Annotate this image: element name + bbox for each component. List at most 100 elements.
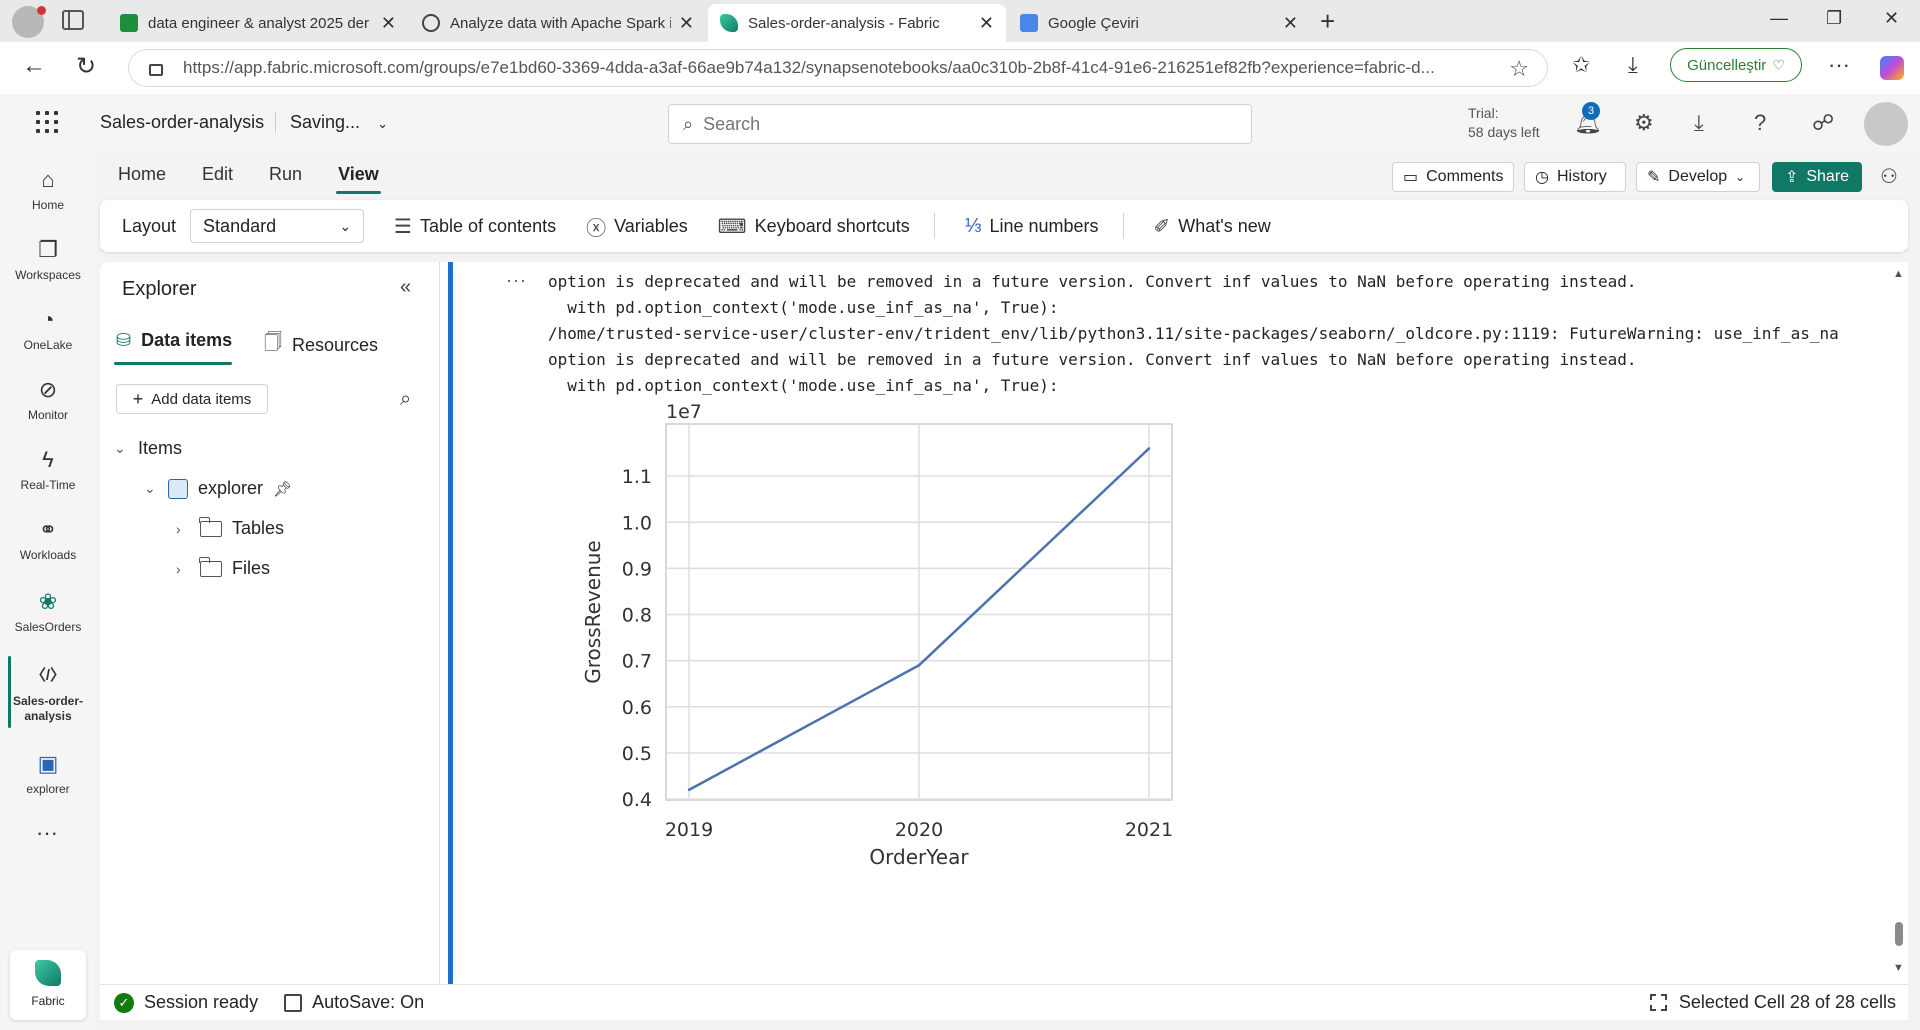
develop-button[interactable]: ✎ Develop ⌄ <box>1636 162 1760 192</box>
profile-icon[interactable] <box>12 6 46 38</box>
rail-item-monitor[interactable]: ⊘ Monitor <box>0 376 96 422</box>
copilot-icon[interactable] <box>1880 56 1904 80</box>
table-of-contents-button[interactable]: ☰ Table of contents <box>394 214 556 239</box>
tab-edit[interactable]: Edit <box>202 164 234 184</box>
ribbon: Home Edit Run View ▭ Comments ◷ History … <box>100 154 1908 252</box>
search-box[interactable]: ⌕ <box>668 104 1252 144</box>
scroll-down-icon[interactable]: ▼ <box>1893 962 1904 974</box>
lock-icon[interactable] <box>149 64 163 76</box>
scroll-up-icon[interactable]: ▲ <box>1893 268 1904 280</box>
scroll-thumb[interactable] <box>1895 922 1903 946</box>
x-axis-label: OrderYear <box>869 845 969 869</box>
tab-data-items[interactable]: ⛁ Data items <box>116 330 232 351</box>
keyboard-shortcuts-button[interactable]: ⌨ Keyboard shortcuts <box>718 214 910 239</box>
tab-home[interactable]: Home <box>118 164 167 184</box>
more-icon[interactable]: ··· <box>36 820 58 845</box>
browser-tab-spark[interactable]: Analyze data with Apache Spark in ✕ <box>410 4 706 42</box>
comments-button[interactable]: ▭ Comments <box>1392 162 1514 192</box>
avatar[interactable] <box>1864 102 1908 146</box>
close-icon[interactable]: ✕ <box>380 12 396 33</box>
trial-info: Trial: 58 days left <box>1468 104 1540 142</box>
pin-icon[interactable]: 📌︎ <box>273 480 293 498</box>
close-icon[interactable]: ✕ <box>978 12 994 33</box>
restore-icon[interactable]: ❐ <box>1826 8 1843 28</box>
notification-badge: 3 <box>1582 102 1600 120</box>
data-point <box>687 788 691 792</box>
history-button[interactable]: ◷ History <box>1524 162 1626 192</box>
minimize-icon[interactable]: — <box>1770 8 1788 28</box>
browser-menu-icon[interactable]: ··· <box>1828 52 1850 77</box>
close-icon[interactable]: ✕ <box>678 12 694 33</box>
chevron-down-icon: ⌄ <box>339 217 352 234</box>
update-button[interactable]: Güncelleştir ♡ <box>1670 48 1802 82</box>
autosave-status[interactable]: AutoSave: On <box>312 992 425 1012</box>
variables-button[interactable]: ⓧ Variables <box>586 212 688 241</box>
tab-resources[interactable]: 🗍︎ Resources <box>264 330 378 360</box>
search-input[interactable] <box>703 113 1204 135</box>
rail-item-real-time[interactable]: ϟ Real-Time <box>0 446 96 492</box>
rail-item-workloads[interactable]: ⚭ Workloads <box>0 516 96 562</box>
rail-item-home[interactable]: ⌂ Home <box>0 166 96 212</box>
collapse-pane-icon[interactable]: « <box>400 276 412 298</box>
notebook-name[interactable]: Sales-order-analysis <box>100 112 265 132</box>
favorites-icon[interactable]: ✩ <box>1572 52 1591 77</box>
save-status[interactable]: Saving... ⌄ <box>275 112 388 133</box>
tab-view[interactable]: View <box>320 154 397 196</box>
comment-icon: ▭ <box>1403 169 1419 186</box>
close-window-icon[interactable]: ✕ <box>1884 8 1900 28</box>
tab-title: Analyze data with Apache Spark in <box>450 14 671 32</box>
output-line: option is deprecated and will be removed… <box>548 350 1637 369</box>
rail-label: Home <box>31 198 64 212</box>
app-launcher-icon[interactable] <box>36 111 58 133</box>
url-bar[interactable]: https://app.fabric.microsoft.com/groups/… <box>128 49 1548 87</box>
fabric-switcher[interactable]: Fabric <box>10 950 86 1020</box>
list-icon: ☰ <box>394 215 412 238</box>
download-icon[interactable]: ⤓ <box>1694 110 1704 135</box>
tree-item-tables[interactable]: › Tables <box>176 516 284 539</box>
collaborate-icon[interactable]: ⚇ <box>1880 166 1898 188</box>
rail-item-salesorders[interactable]: ❀ SalesOrders <box>0 588 96 634</box>
history-icon: ◷ <box>1535 169 1549 186</box>
plus-icon: + <box>132 388 144 409</box>
tab-run[interactable]: Run <box>269 164 303 184</box>
close-icon[interactable]: ✕ <box>1282 12 1298 33</box>
workloads-icon: ⚭ <box>38 517 58 542</box>
workspaces-tab-icon[interactable] <box>62 10 84 30</box>
real-time-icon: ϟ <box>42 447 54 472</box>
help-icon[interactable]: ? <box>1754 110 1767 135</box>
new-tab-icon[interactable]: + <box>1320 6 1336 36</box>
feedback-icon[interactable]: ☍ <box>1812 110 1835 135</box>
tree-item-files[interactable]: › Files <box>176 556 270 579</box>
search-icon[interactable]: ⌕ <box>400 388 412 410</box>
browser-tab-translate[interactable]: Google Çeviri ✕ <box>1008 4 1310 42</box>
cell-more-icon[interactable]: ··· <box>506 270 527 290</box>
refresh-icon[interactable]: ↻ <box>76 53 97 80</box>
notebook-icon: 〈/〉 <box>30 667 66 684</box>
line-numbers-button[interactable]: ⅓ Line numbers <box>965 215 1099 238</box>
whats-new-button[interactable]: ✐ What's new <box>1154 214 1271 239</box>
settings-gear-icon[interactable]: ⚙ <box>1634 110 1654 135</box>
tab-title: data engineer & analyst 2025 der <box>148 14 369 32</box>
tree-item-lakehouse[interactable]: ⌄ explorer 📌︎ <box>144 478 292 499</box>
rail-item-explorer[interactable]: ▣ explorer <box>0 750 96 796</box>
url-text[interactable]: https://app.fabric.microsoft.com/groups/… <box>183 58 1435 77</box>
share-button[interactable]: ⇪ Share <box>1772 162 1862 192</box>
rail-item-workspaces[interactable]: ❐ Workspaces <box>0 236 96 282</box>
browser-tab-sheets[interactable]: data engineer & analyst 2025 der ✕ <box>108 4 408 42</box>
chevron-down-icon: ⌄ <box>1735 170 1746 184</box>
browser-tab-fabric[interactable]: Sales-order-analysis - Fabric ✕ <box>708 4 1006 42</box>
fabric-icon <box>720 14 738 32</box>
add-data-items-button[interactable]: + Add data items <box>116 384 268 414</box>
downloads-icon[interactable]: ⤓ <box>1628 52 1638 77</box>
rail-item-onelake[interactable]: ◔ OneLake <box>0 306 96 352</box>
vertical-scrollbar[interactable]: ▲ ▼ <box>1890 262 1908 984</box>
sparkle-pen-icon: ✐ <box>1153 215 1171 238</box>
status-bar: ✓ Session ready AutoSave: On Selected Ce… <box>100 984 1908 1020</box>
left-nav-rail: ⌂ Home ❐ Workspaces ◔ OneLake ⊘ Monitor … <box>0 154 96 1030</box>
favorite-star-icon[interactable]: ☆ <box>1509 56 1529 81</box>
trial-label: Trial: <box>1468 105 1499 121</box>
back-icon[interactable]: ← <box>22 52 46 79</box>
rail-item-sales-order-analysis[interactable]: 〈/〉 Sales-order-analysis <box>0 662 96 724</box>
tree-items-header[interactable]: ⌄ Items <box>114 438 182 459</box>
layout-select[interactable]: Standard ⌄ <box>190 209 365 243</box>
